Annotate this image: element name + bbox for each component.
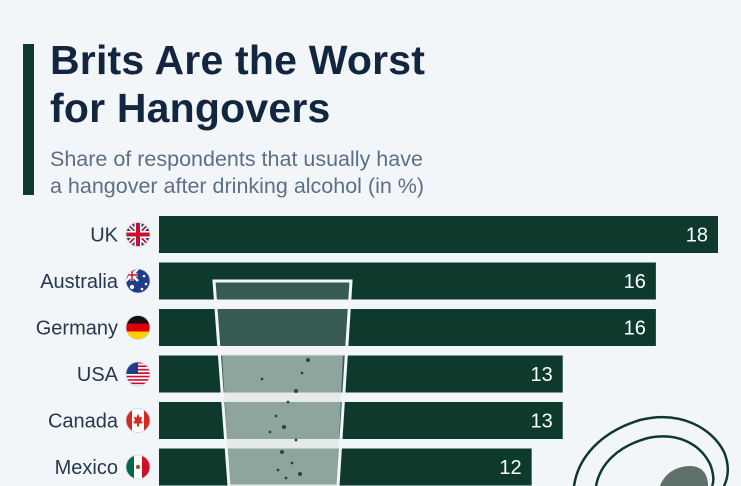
category-label-germany: Germany [36,318,118,340]
bubble [298,472,302,476]
chart-subtitle: Share of respondents that usually have a… [50,146,424,200]
uk-flag-icon [125,222,151,247]
title-line-2: for Hangovers [50,85,331,131]
beer-glass-illustration [212,279,729,486]
bar-mexico [159,448,532,486]
category-label-australia: Australia [40,271,119,293]
australia-flag-icon [125,268,151,294]
decor-outline-outer [572,415,729,486]
bubble [284,476,288,480]
bubble [290,461,294,465]
category-label-mexico: Mexico [55,457,118,479]
canada-flag-icon [125,408,151,433]
bubble [282,425,286,429]
title-line-1: Brits Are the Worst [50,37,426,83]
bubble [306,358,310,362]
bubble [294,438,298,442]
bar-canada [159,402,563,439]
value-label-mexico: 12 [499,457,521,479]
mexico-flag-icon [125,454,151,480]
category-label-canada: Canada [48,411,119,433]
value-label-canada: 13 [530,411,552,433]
bubble [276,468,280,472]
title-accent-bar [23,44,34,195]
decor-fill-shape [660,466,708,486]
category-label-uk: UK [90,225,118,247]
bubble [260,377,264,381]
chart-title: Brits Are the Worst for Hangovers [50,36,425,132]
value-label-australia: 16 [624,271,646,293]
subtitle-line-1: Share of respondents that usually have [50,147,423,171]
bar-uk [159,216,718,253]
germany-flag-icon [125,315,151,340]
value-label-germany: 16 [624,318,646,340]
bubble [300,371,304,375]
value-label-usa: 13 [530,364,552,386]
category-label-usa: USA [77,364,119,386]
subtitle-line-2: a hangover after drinking alcohol (in %) [50,174,425,198]
bubble [294,389,298,393]
labels-layer: UK 18 Australia 16 Germany 16 USA 13 Canada 13 Mex… [36,222,708,480]
value-label-uk: 18 [686,225,708,247]
bubble [286,400,290,404]
decor-outline-inner [594,435,715,486]
glass-beer-fill [222,354,343,486]
usa-flag-icon [125,361,151,387]
bubble [268,430,272,434]
bar-germany [159,309,656,346]
bubble [280,450,284,454]
bubble [274,414,278,418]
